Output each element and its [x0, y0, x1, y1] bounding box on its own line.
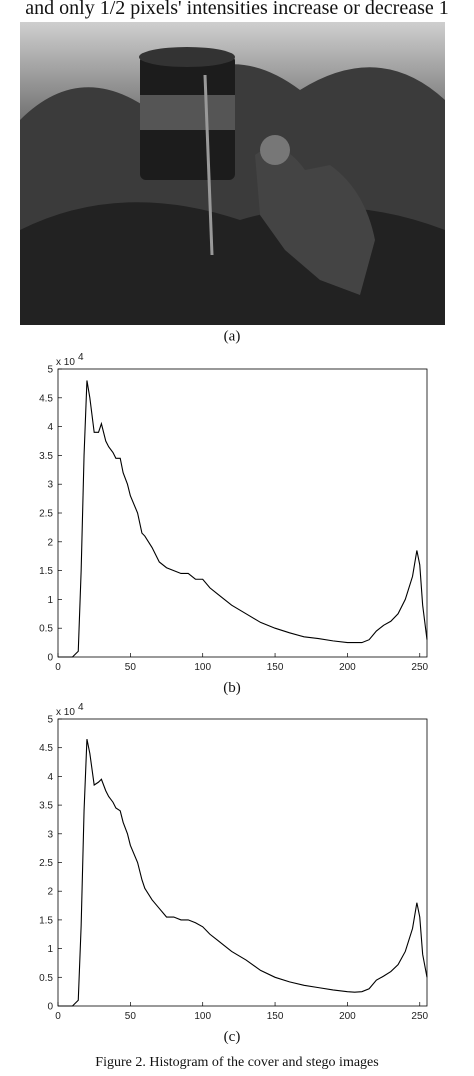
y-tick-label: 3.5	[39, 801, 53, 812]
x-tick-label: 150	[267, 662, 284, 673]
y-tick-label: 0.5	[39, 973, 53, 984]
x-tick-label: 0	[55, 1011, 61, 1022]
y-tick-label: 3.5	[39, 451, 53, 462]
figure-caption: Figure 2. Histogram of the cover and ste…	[95, 1055, 378, 1070]
y-tick-label: 2	[47, 887, 53, 898]
y-tick-label: 2	[47, 537, 53, 548]
y-tick-label: 4.5	[39, 743, 53, 754]
x-tick-label: 200	[339, 1011, 356, 1022]
axis-multiplier-exponent: 4	[78, 352, 84, 363]
axis-multiplier: x 10	[56, 707, 75, 718]
histogram-line	[58, 738, 428, 1007]
axis-multiplier-exponent: 4	[78, 702, 84, 713]
chart-caption: (c)	[224, 1029, 241, 1045]
chart-caption: (b)	[223, 680, 241, 696]
y-tick-label: 0	[47, 1002, 53, 1013]
x-tick-label: 100	[194, 1011, 211, 1022]
x-tick-label: 250	[411, 1011, 428, 1022]
y-tick-label: 0	[47, 653, 53, 664]
x-tick-label: 100	[194, 662, 211, 673]
y-tick-label: 2.5	[39, 509, 53, 520]
y-tick-label: 3	[47, 480, 53, 491]
y-tick-label: 1.5	[39, 566, 53, 577]
y-tick-label: 3	[47, 829, 53, 840]
x-tick-label: 50	[125, 662, 137, 673]
plot-frame	[57, 718, 428, 1007]
header-text: and only 1/2 pixels' intensities increas…	[25, 0, 448, 19]
y-tick-label: 5	[47, 715, 53, 726]
histogram-line	[58, 380, 428, 658]
plot-frame	[57, 368, 428, 658]
y-tick-label: 1	[47, 944, 53, 955]
y-tick-label: 4.5	[39, 393, 53, 404]
x-tick-label: 200	[339, 662, 356, 673]
y-tick-label: 2.5	[39, 858, 53, 869]
y-tick-label: 1.5	[39, 915, 53, 926]
y-tick-label: 1	[47, 595, 53, 606]
axis-multiplier: x 10	[56, 357, 75, 368]
image-caption: (a)	[224, 328, 241, 344]
x-tick-label: 250	[411, 662, 428, 673]
y-tick-label: 5	[47, 365, 53, 376]
y-tick-label: 4	[47, 422, 53, 433]
x-tick-label: 50	[125, 1011, 137, 1022]
y-tick-label: 0.5	[39, 624, 53, 635]
x-tick-label: 150	[267, 1011, 284, 1022]
photo	[20, 22, 445, 326]
x-tick-label: 0	[55, 662, 61, 673]
y-tick-label: 4	[47, 772, 53, 783]
